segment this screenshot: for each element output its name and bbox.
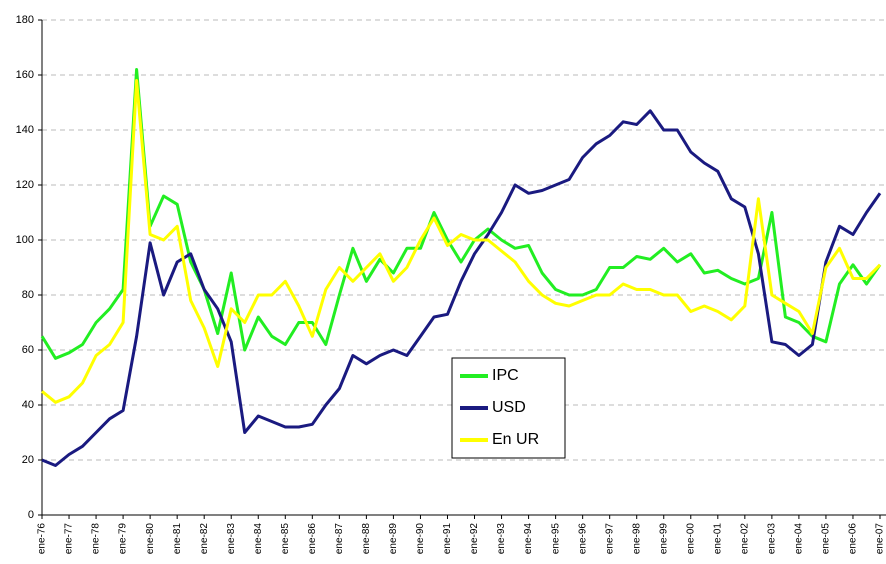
x-tick-label: ene-79 (118, 523, 129, 555)
x-tick-label: ene-05 (821, 523, 832, 555)
x-tick-label: ene-03 (767, 523, 778, 555)
x-tick-label: ene-78 (91, 523, 102, 555)
x-tick-label: ene-81 (172, 523, 183, 555)
x-tick-label: ene-90 (415, 523, 426, 555)
x-tick-label: ene-96 (577, 523, 588, 555)
y-tick-label: 0 (28, 509, 34, 521)
x-tick-label: ene-06 (848, 523, 859, 555)
y-tick-label: 180 (16, 14, 34, 26)
y-tick-label: 20 (22, 454, 34, 466)
x-tick-label: ene-98 (631, 523, 642, 555)
y-tick-label: 160 (16, 69, 34, 81)
series-line (40, 68, 882, 360)
y-tick-label: 120 (16, 179, 34, 191)
x-tick-label: ene-80 (145, 523, 156, 555)
x-tick-label: ene-84 (253, 523, 264, 555)
x-tick-label: ene-86 (307, 523, 318, 555)
x-tick-label: ene-93 (496, 523, 507, 555)
x-tick-label: ene-00 (685, 523, 696, 555)
x-tick-label: ene-82 (199, 523, 210, 555)
legend-label: USD (492, 399, 526, 416)
x-tick-label: ene-97 (604, 523, 615, 555)
series-line (41, 79, 882, 404)
y-tick-label: 80 (22, 289, 34, 301)
y-tick-label: 60 (22, 344, 34, 356)
legend-label: IPC (492, 367, 519, 384)
y-tick-label: 140 (16, 124, 34, 136)
x-tick-label: ene-95 (550, 523, 561, 555)
x-tick-label: ene-04 (794, 523, 805, 555)
y-tick-label: 40 (22, 399, 34, 411)
x-tick-label: ene-02 (739, 523, 750, 555)
x-tick-label: ene-91 (442, 523, 453, 555)
x-tick-label: ene-07 (875, 523, 886, 555)
x-tick-label: ene-83 (226, 523, 237, 555)
legend-label: En UR (492, 431, 539, 448)
x-tick-label: ene-88 (361, 523, 372, 555)
x-tick-label: ene-87 (334, 523, 345, 555)
y-tick-label: 100 (16, 234, 34, 246)
x-tick-label: ene-85 (280, 523, 291, 555)
x-tick-label: ene-94 (523, 523, 534, 555)
x-tick-label: ene-77 (64, 523, 75, 555)
x-tick-label: ene-01 (712, 523, 723, 555)
x-tick-label: ene-99 (658, 523, 669, 555)
x-tick-label: ene-76 (37, 523, 48, 555)
x-tick-label: ene-92 (469, 523, 480, 555)
x-tick-label: ene-89 (388, 523, 399, 555)
